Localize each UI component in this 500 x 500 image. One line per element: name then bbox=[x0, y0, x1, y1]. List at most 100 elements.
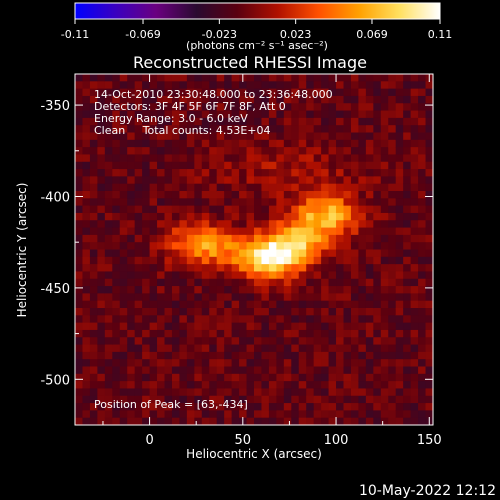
heatmap-cell bbox=[418, 132, 427, 141]
heatmap-cell bbox=[224, 117, 233, 126]
heatmap-cell bbox=[157, 366, 166, 375]
heatmap-cell bbox=[134, 161, 143, 170]
heatmap-cell bbox=[403, 271, 412, 280]
heatmap-cell bbox=[276, 366, 285, 375]
heatmap-cell bbox=[336, 344, 345, 353]
heatmap-cell bbox=[350, 242, 360, 251]
heatmap-cell bbox=[268, 410, 277, 419]
heatmap-cell bbox=[306, 278, 315, 287]
heatmap-cell bbox=[179, 227, 188, 236]
heatmap-cell bbox=[343, 176, 352, 185]
heatmap-cell bbox=[418, 74, 427, 82]
heatmap-cell bbox=[224, 344, 233, 353]
heatmap-cell bbox=[104, 366, 113, 375]
x-tick-label: 0 bbox=[145, 433, 153, 448]
heatmap-cell bbox=[149, 74, 158, 82]
heatmap-cell bbox=[373, 147, 382, 156]
heatmap-cell bbox=[186, 198, 195, 207]
heatmap-cell bbox=[373, 410, 382, 419]
heatmap-cell bbox=[239, 110, 248, 119]
heatmap-cell bbox=[283, 410, 292, 419]
heatmap-cell bbox=[403, 242, 412, 251]
heatmap-cell bbox=[298, 271, 307, 280]
heatmap-cell bbox=[75, 315, 84, 324]
heatmap-cell bbox=[134, 81, 143, 90]
heatmap-cell bbox=[261, 308, 270, 316]
heatmap-cell bbox=[157, 161, 166, 170]
heatmap-cell bbox=[298, 74, 307, 82]
heatmap-cell bbox=[306, 191, 315, 199]
heatmap-cell bbox=[231, 154, 240, 163]
heatmap-cell bbox=[142, 125, 151, 134]
heatmap-cell bbox=[209, 191, 218, 199]
heatmap-cell bbox=[373, 191, 382, 199]
heatmap-cell bbox=[216, 176, 225, 185]
heatmap-cell bbox=[194, 403, 203, 411]
heatmap-cell bbox=[157, 191, 166, 199]
heatmap-cell bbox=[89, 176, 98, 185]
heatmap-cell bbox=[224, 110, 233, 119]
heatmap-cell bbox=[224, 366, 233, 375]
heatmap-cell bbox=[142, 161, 151, 170]
heatmap-cell bbox=[276, 242, 285, 251]
heatmap-cell bbox=[97, 366, 106, 375]
heatmap-cell bbox=[82, 315, 91, 324]
heatmap-cell bbox=[283, 227, 292, 236]
heatmap-cell bbox=[171, 198, 181, 207]
heatmap-cell bbox=[410, 205, 419, 214]
heatmap-cell bbox=[328, 388, 337, 397]
heatmap-cell bbox=[268, 161, 277, 170]
heatmap-cell bbox=[201, 95, 210, 104]
heatmap-cell bbox=[104, 205, 113, 214]
heatmap-cell bbox=[313, 308, 322, 316]
x-tick-label: 100 bbox=[324, 433, 349, 448]
heatmap-cell bbox=[410, 351, 419, 360]
heatmap-cell bbox=[410, 271, 419, 280]
heatmap-cell bbox=[179, 351, 188, 360]
heatmap-cell bbox=[89, 403, 98, 411]
heatmap-cell bbox=[291, 139, 300, 148]
footer-timestamp: 10-May-2022 12:12 bbox=[359, 483, 496, 499]
heatmap-cell bbox=[276, 256, 285, 265]
heatmap-cell bbox=[171, 125, 181, 134]
heatmap-cell bbox=[418, 227, 427, 236]
heatmap-cell bbox=[358, 205, 367, 214]
heatmap-cell bbox=[380, 95, 389, 104]
heatmap-cell bbox=[209, 183, 218, 192]
heatmap-cell bbox=[395, 286, 404, 294]
heatmap-cell bbox=[425, 286, 433, 294]
heatmap-cell bbox=[224, 234, 233, 243]
heatmap-cell bbox=[358, 271, 367, 280]
heatmap-cell bbox=[231, 403, 240, 411]
heatmap-cell bbox=[186, 249, 195, 258]
heatmap-cell bbox=[425, 322, 433, 331]
heatmap-cell bbox=[171, 293, 181, 302]
heatmap-cell bbox=[291, 74, 300, 82]
heatmap-cell bbox=[142, 329, 151, 338]
heatmap-cell bbox=[373, 271, 382, 280]
heatmap-cell bbox=[142, 315, 151, 324]
heatmap-cell bbox=[313, 278, 322, 287]
heatmap-cell bbox=[134, 125, 143, 134]
heatmap-cell bbox=[276, 176, 285, 185]
heatmap-cell bbox=[112, 329, 121, 338]
heatmap-cell bbox=[418, 183, 427, 192]
heatmap-cell bbox=[313, 322, 322, 331]
heatmap-cell bbox=[418, 139, 427, 148]
heatmap-cell bbox=[179, 410, 188, 419]
heatmap-cell bbox=[75, 169, 84, 177]
heatmap-cell bbox=[194, 337, 203, 346]
heatmap-cell bbox=[336, 176, 345, 185]
heatmap-cell bbox=[97, 191, 106, 199]
heatmap-cell bbox=[149, 417, 158, 425]
heatmap-cell bbox=[246, 242, 255, 251]
heatmap-cell bbox=[171, 103, 181, 112]
heatmap-cell bbox=[298, 264, 307, 273]
heatmap-cell bbox=[119, 183, 128, 192]
heatmap-cell bbox=[388, 403, 397, 411]
heatmap-cell bbox=[209, 403, 218, 411]
heatmap-cell bbox=[164, 351, 173, 360]
heatmap-cell bbox=[350, 169, 360, 177]
heatmap-cell bbox=[89, 212, 98, 221]
heatmap-cell bbox=[89, 227, 98, 236]
